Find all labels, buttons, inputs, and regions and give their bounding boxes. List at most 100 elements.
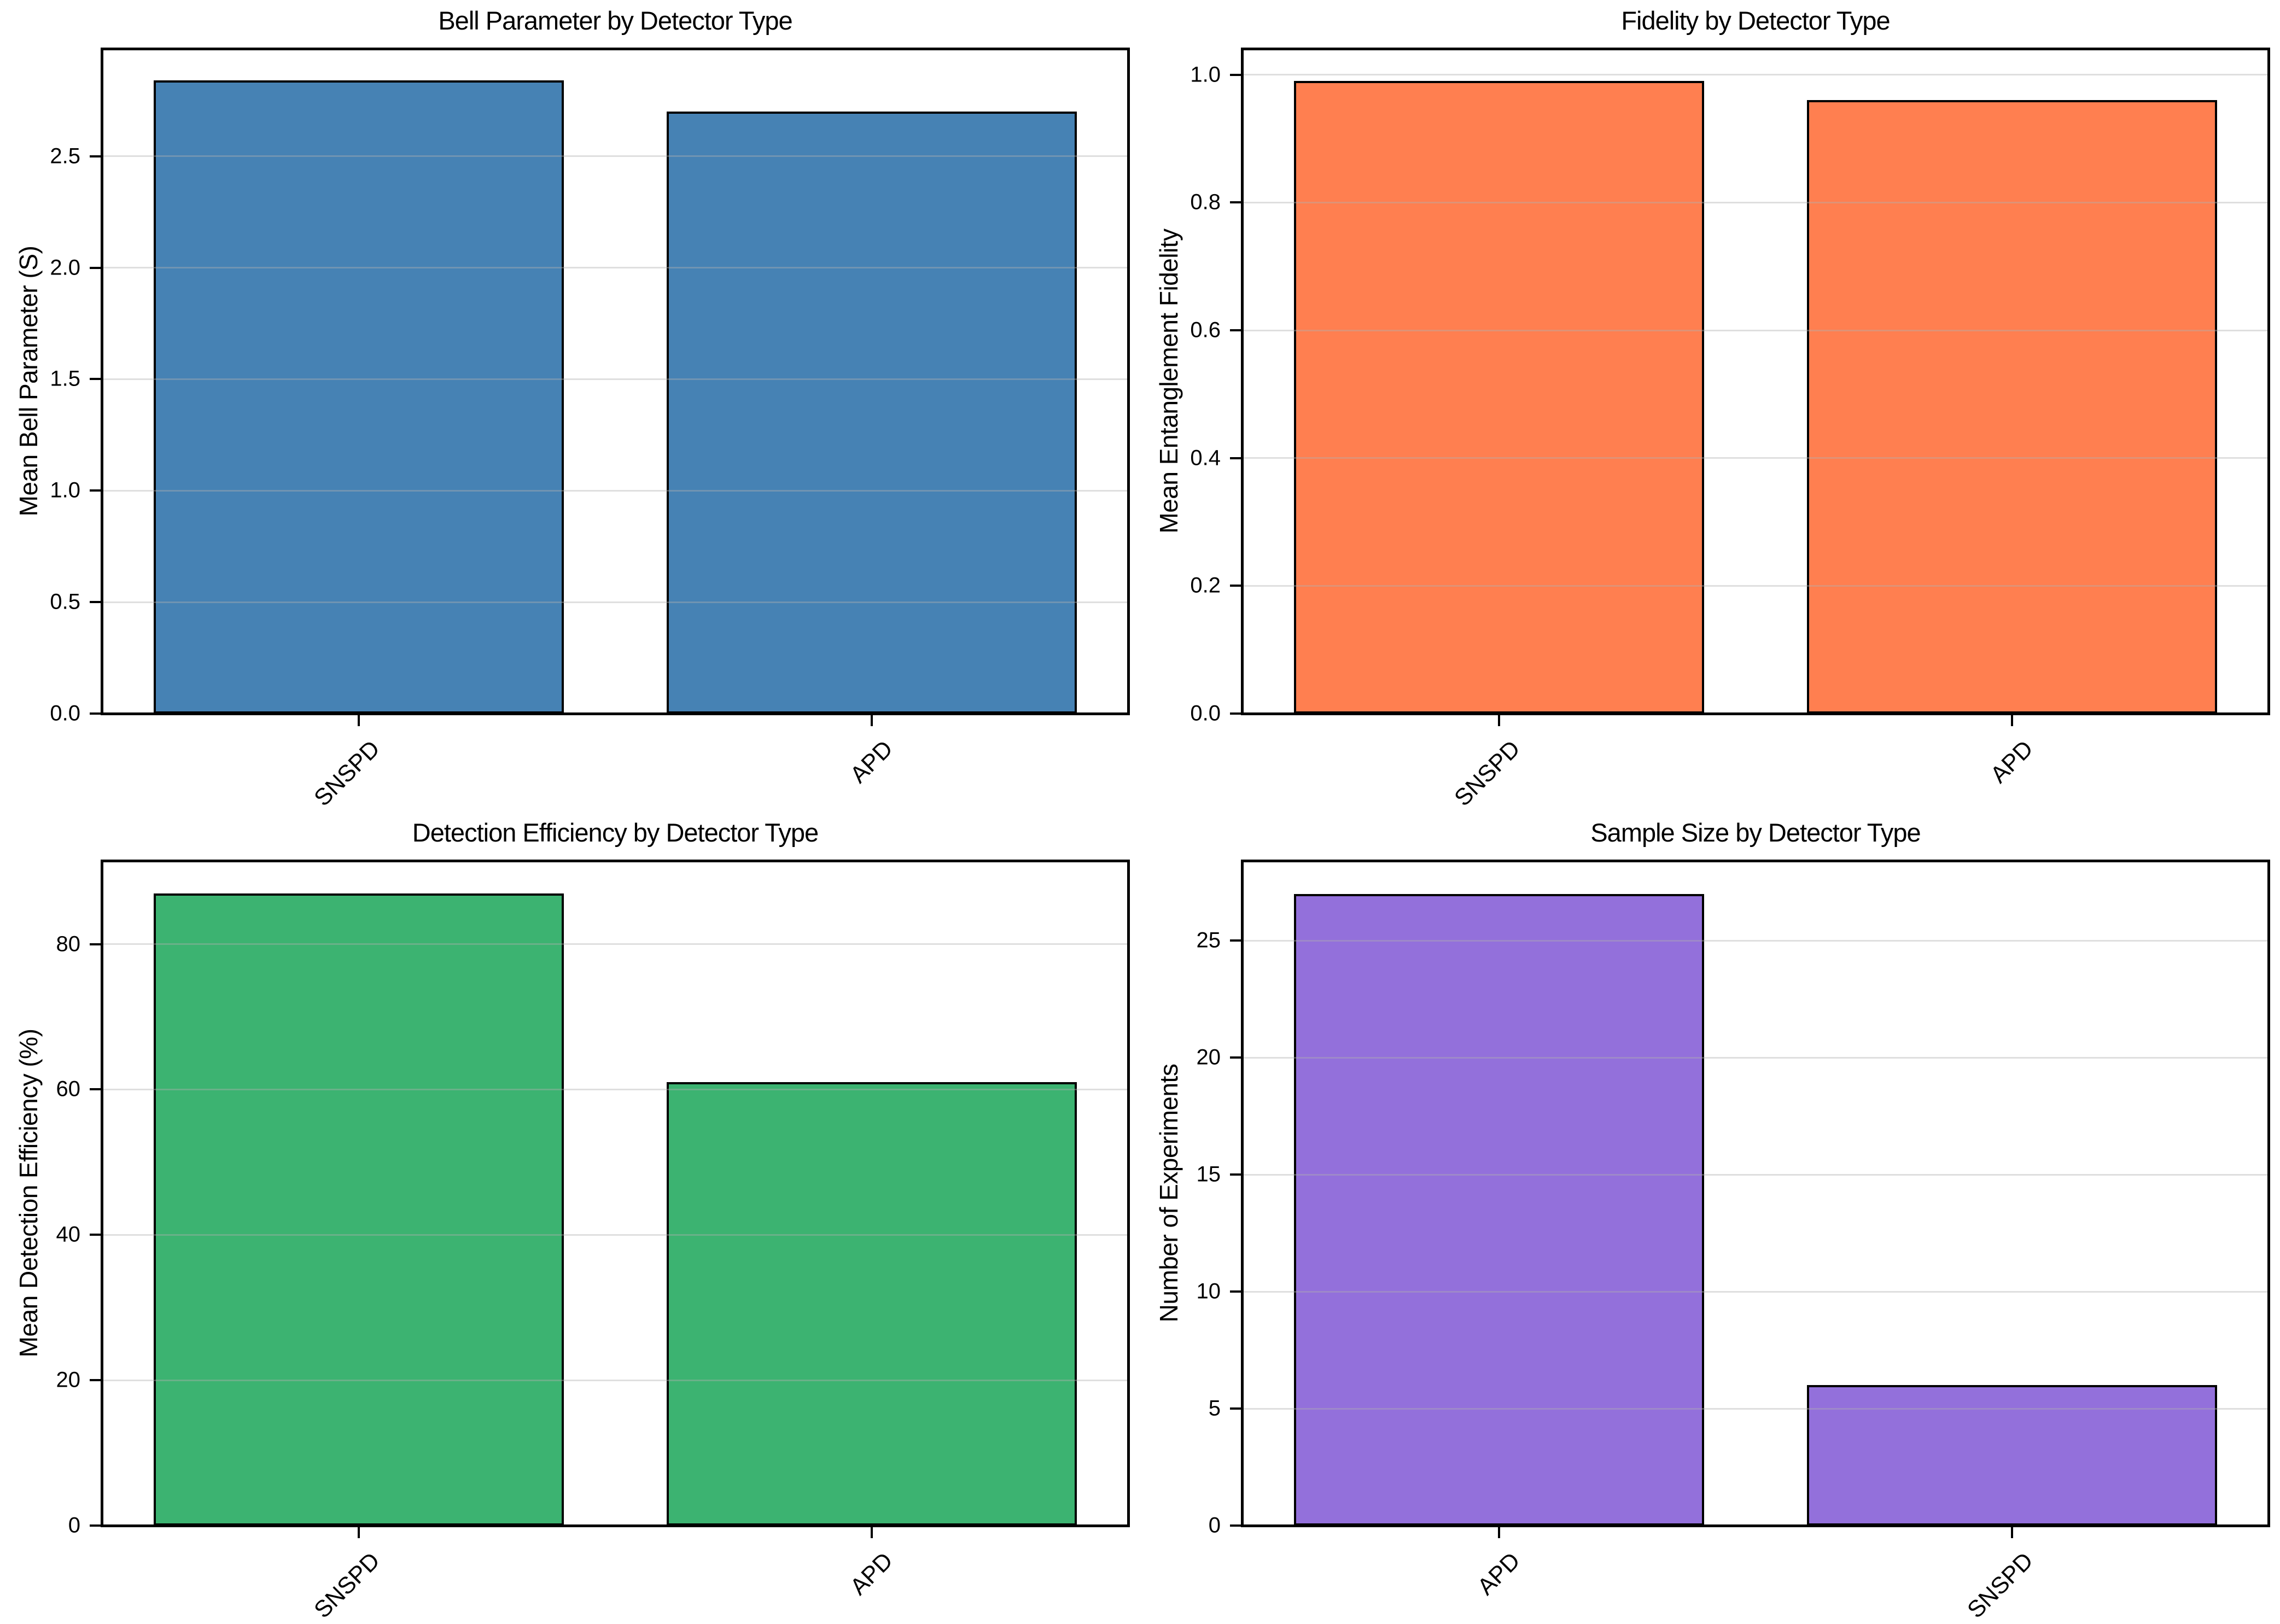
y-tick-mark [90, 266, 101, 269]
y-axis-label: Mean Entanglement Fidelity [1154, 229, 1183, 534]
y-gridline [102, 601, 1128, 603]
y-gridline [102, 1379, 1128, 1381]
x-tick-label: APD [845, 1547, 898, 1600]
y-gridline [1243, 939, 2269, 942]
chart-title: Fidelity by Detector Type [1621, 6, 1890, 35]
y-tick-label: 60 [56, 1077, 81, 1101]
y-gridline [1243, 201, 2269, 203]
y-tick-label: 20 [56, 1368, 81, 1392]
y-tick-label: 1.0 [50, 478, 80, 503]
y-tick-label: 15 [1196, 1162, 1221, 1187]
plot-area: 0 5 10 15 20 25 APD SNSPD [1197, 860, 2270, 1623]
y-tick-label: 1.5 [50, 366, 80, 391]
x-tick-mark [1498, 1527, 1500, 1538]
y-tick-label: 25 [1196, 928, 1221, 953]
x-tick-label: SNSPD [309, 735, 385, 811]
y-gridline [1243, 1173, 2269, 1176]
chart-title: Sample Size by Detector Type [1590, 818, 1921, 847]
bar-snspd [1293, 81, 1705, 714]
y-tick-mark [90, 601, 101, 604]
plot-area: 0 20 40 60 80 SNSPD APD [56, 860, 1130, 1623]
y-gridline [102, 155, 1128, 157]
y-tick-mark [90, 378, 101, 381]
y-tick-mark [1230, 585, 1241, 587]
x-tick-label: SNSPD [309, 1547, 385, 1623]
y-tick-label: 0.5 [50, 589, 80, 614]
y-tick-label: 0.2 [1190, 573, 1221, 598]
bar-chart-fidelity: Fidelity by Detector Type Mean Entanglem… [1140, 0, 2280, 812]
x-tick-label: SNSPD [1962, 1547, 2038, 1623]
y-gridline [1243, 1407, 2269, 1410]
y-gridline [1243, 74, 2269, 76]
y-gridline [1243, 1290, 2269, 1293]
y-tick-mark [90, 1379, 101, 1382]
y-gridline [102, 1088, 1128, 1090]
y-gridline [102, 267, 1128, 269]
y-gridline [102, 378, 1128, 380]
y-tick-mark [90, 489, 101, 492]
bar-snspd [153, 80, 564, 714]
y-tick-mark [1230, 457, 1241, 459]
bar-snspd [1806, 1385, 2218, 1526]
x-tick-label: SNSPD [1449, 735, 1525, 811]
y-tick-label: 2.0 [50, 255, 80, 280]
x-tick-label: APD [1985, 735, 2038, 788]
y-axis-label: Number of Experiments [1154, 1064, 1183, 1323]
x-tick-mark [358, 715, 360, 726]
y-gridline [1243, 457, 2269, 459]
y-tick-mark [90, 712, 101, 715]
y-tick-label: 0.8 [1190, 190, 1221, 214]
y-tick-mark [90, 1524, 101, 1527]
y-tick-label: 80 [56, 932, 81, 956]
x-tick-label: APD [845, 735, 898, 788]
y-tick-label: 0.4 [1190, 446, 1221, 470]
y-tick-label: 5 [1208, 1396, 1221, 1421]
y-tick-label: 0.0 [1190, 701, 1221, 726]
y-tick-label: 20 [1196, 1045, 1221, 1070]
y-gridline [102, 489, 1128, 492]
y-gridline [1243, 585, 2269, 587]
y-tick-mark [1230, 329, 1241, 332]
y-tick-mark [1230, 939, 1241, 942]
y-gridline [1243, 1056, 2269, 1059]
y-tick-mark [90, 1234, 101, 1236]
y-gridline [102, 943, 1128, 945]
x-tick-label: APD [1472, 1547, 1525, 1600]
x-tick-mark [2011, 1527, 2013, 1538]
y-tick-label: 0.6 [1190, 318, 1221, 342]
chart-title: Detection Efficiency by Detector Type [412, 818, 819, 847]
x-tick-mark [871, 1527, 873, 1538]
y-tick-mark [1230, 1173, 1241, 1176]
chart-title: Bell Parameter by Detector Type [438, 6, 792, 35]
x-tick-mark [358, 1527, 360, 1538]
y-gridline [102, 1234, 1128, 1236]
x-tick-mark [1498, 715, 1500, 726]
y-tick-label: 0.0 [50, 701, 80, 726]
bar-apd [1293, 893, 1705, 1526]
plot-area: 0.0 0.5 1.0 1.5 2.0 2.5 SNSPD APD [50, 48, 1130, 811]
y-tick-mark [90, 1088, 101, 1091]
y-tick-label: 2.5 [50, 144, 80, 168]
y-tick-mark [1230, 1056, 1241, 1059]
bar-snspd [153, 893, 564, 1526]
y-tick-label: 40 [56, 1222, 81, 1247]
bar-apd [666, 112, 1077, 714]
bar-chart-sample-size: Sample Size by Detector Type Number of E… [1140, 812, 2280, 1624]
y-tick-mark [1230, 201, 1241, 204]
bar-chart-detection-efficiency: Detection Efficiency by Detector Type Me… [0, 812, 1140, 1624]
y-axis-label: Mean Bell Parameter (S) [14, 246, 43, 517]
plot-area: 0.0 0.2 0.4 0.6 0.8 1.0 SNSPD APD [1190, 48, 2270, 811]
y-tick-label: 1.0 [1190, 62, 1221, 87]
x-tick-mark [871, 715, 873, 726]
y-tick-mark [1230, 1407, 1241, 1410]
y-tick-mark [1230, 1290, 1241, 1293]
x-tick-mark [2011, 715, 2013, 726]
bar-chart-bell-parameter: Bell Parameter by Detector Type Mean Bel… [0, 0, 1140, 812]
y-tick-label: 10 [1196, 1279, 1221, 1304]
y-tick-label: 0 [68, 1513, 80, 1538]
y-tick-mark [90, 155, 101, 157]
y-tick-label: 0 [1208, 1513, 1221, 1538]
y-tick-mark [1230, 1524, 1241, 1527]
y-tick-mark [1230, 712, 1241, 715]
